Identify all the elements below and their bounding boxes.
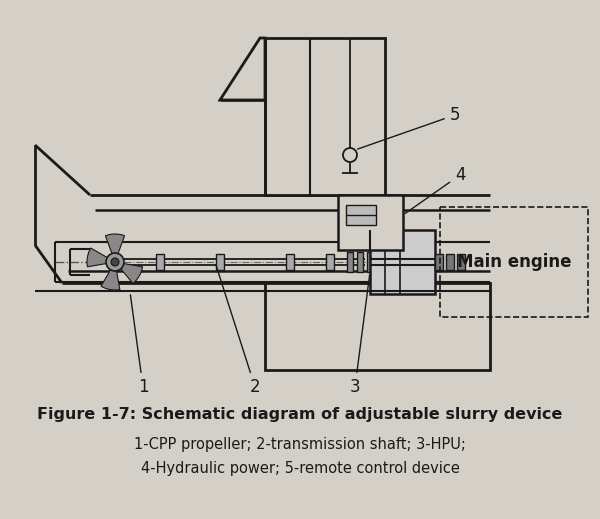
Bar (457, 254, 465, 270)
Bar (326, 254, 334, 270)
Text: 5: 5 (358, 106, 460, 149)
Bar (446, 254, 454, 270)
Polygon shape (87, 248, 108, 267)
Text: 3: 3 (350, 275, 370, 396)
Bar (357, 252, 363, 272)
Bar (367, 252, 373, 272)
Circle shape (106, 253, 124, 271)
Bar (338, 195, 403, 250)
Text: Main engine: Main engine (457, 253, 571, 271)
Bar (370, 230, 435, 294)
Text: 2: 2 (216, 265, 260, 396)
Bar (440, 207, 588, 317)
Bar (346, 205, 376, 225)
Bar (286, 254, 294, 270)
Text: 4: 4 (405, 166, 465, 213)
Bar (216, 254, 224, 270)
Bar (0, 390, 600, 519)
Polygon shape (101, 269, 120, 290)
Text: 4-Hydraulic power; 5-remote control device: 4-Hydraulic power; 5-remote control devi… (140, 460, 460, 475)
Text: 1: 1 (130, 295, 148, 396)
Bar (435, 254, 443, 270)
Polygon shape (106, 234, 125, 254)
Bar (265, 38, 385, 195)
Bar (347, 252, 353, 272)
Bar (265, 283, 490, 370)
Text: 1-CPP propeller; 2-transmission shaft; 3-HPU;: 1-CPP propeller; 2-transmission shaft; 3… (134, 438, 466, 453)
Circle shape (111, 258, 119, 266)
Polygon shape (121, 264, 143, 283)
Bar (156, 254, 164, 270)
Text: Figure 1-7: Schematic diagram of adjustable slurry device: Figure 1-7: Schematic diagram of adjusta… (37, 407, 563, 422)
Polygon shape (220, 38, 265, 100)
